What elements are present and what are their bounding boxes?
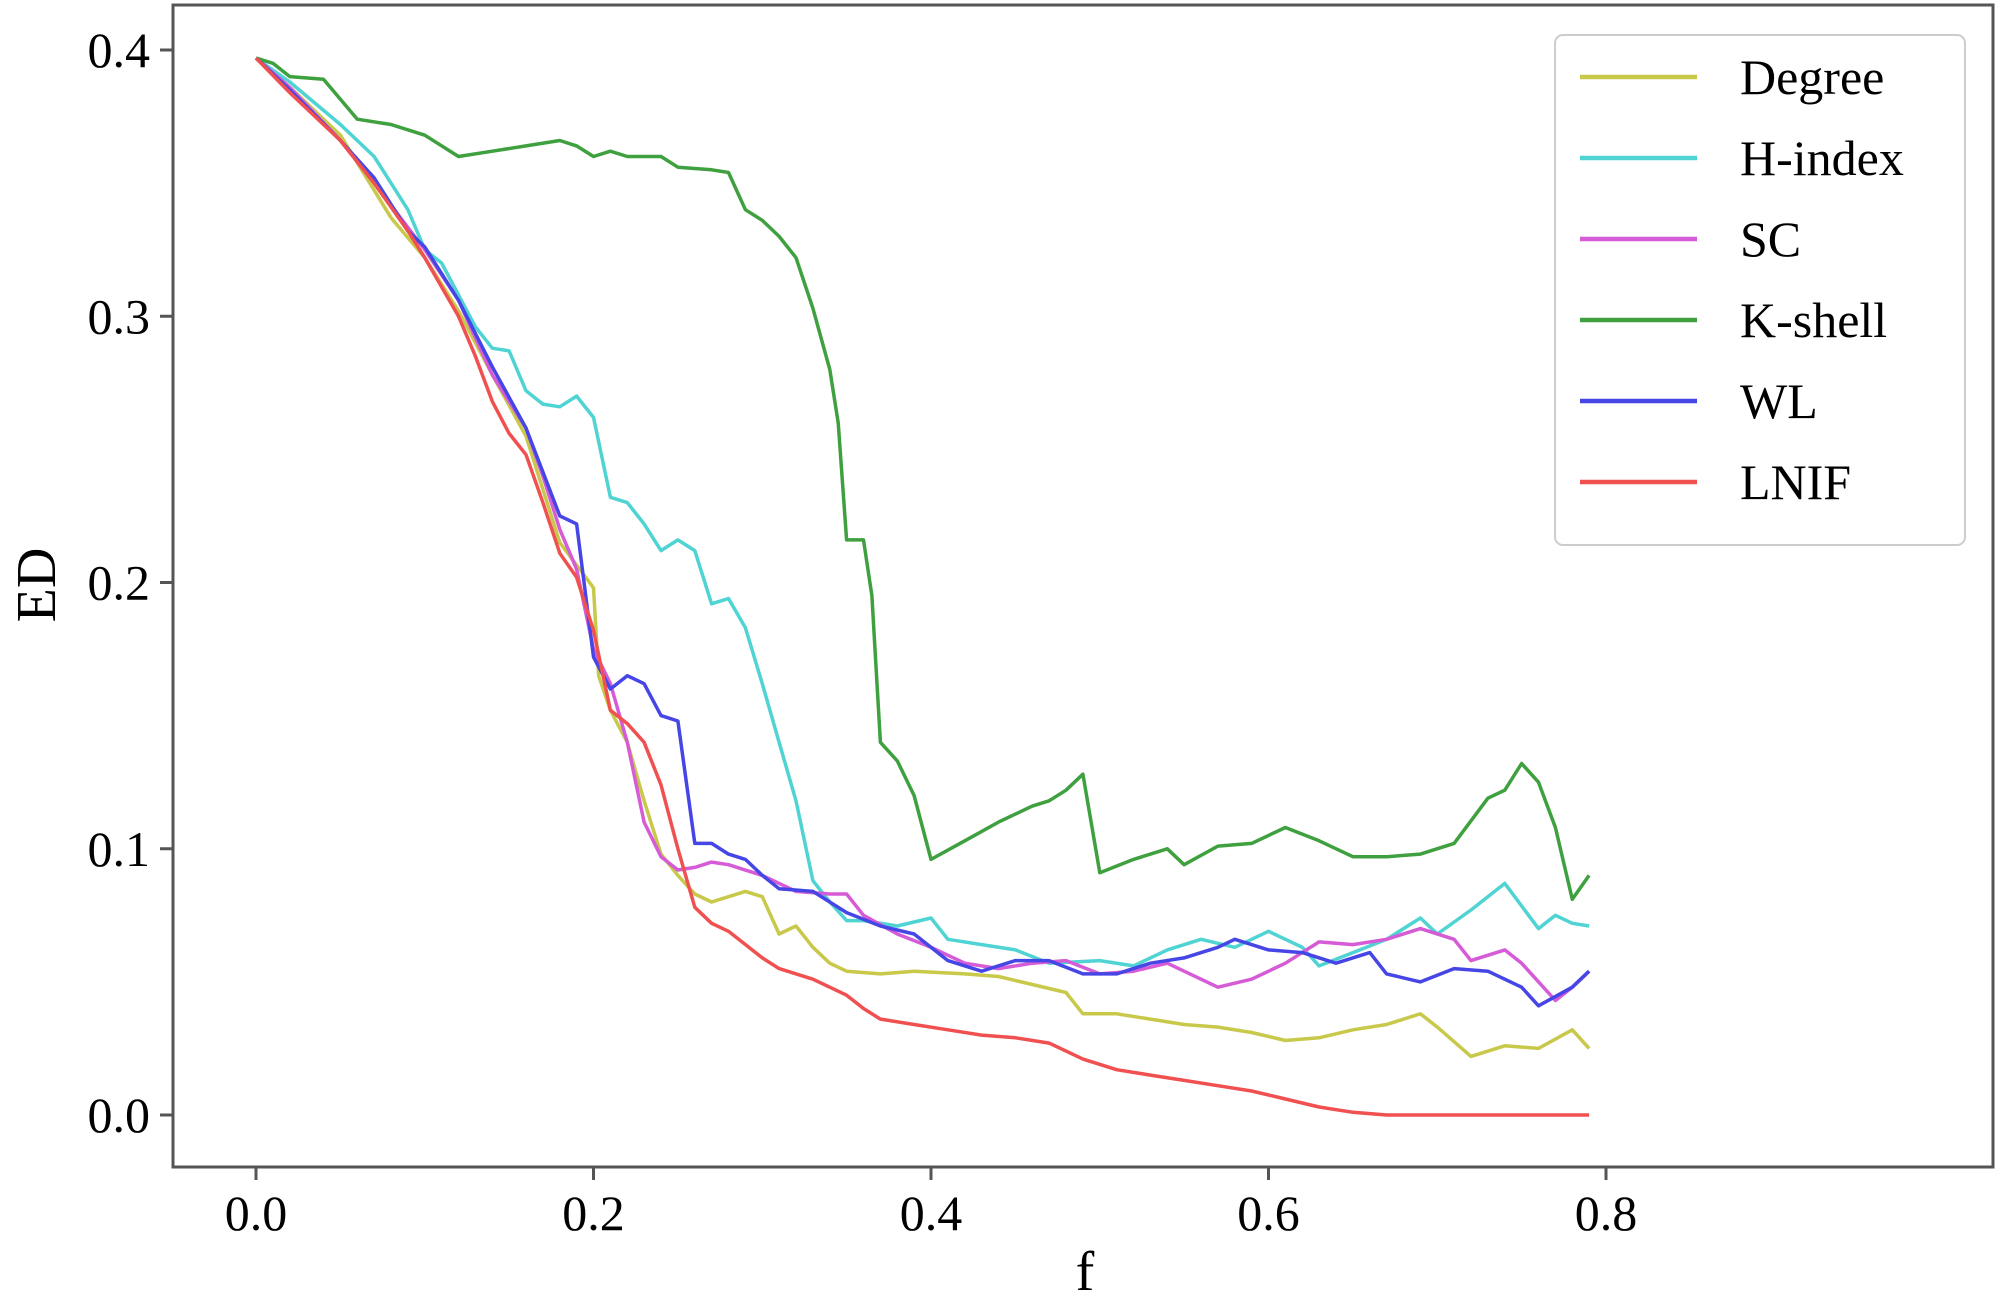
- y-tick-label: 0.1: [88, 821, 151, 877]
- plot-frame: [171, 3, 1995, 1169]
- series-line-k-shell: [255, 56, 1591, 902]
- series-layer: [254, 56, 1591, 1117]
- series-line-sc: [254, 56, 1591, 1003]
- x-axis-ticks: 0.0 0.2 0.4 0.6 0.8: [225, 1167, 1638, 1241]
- y-tick-label: 0.4: [88, 22, 151, 78]
- series-line-wl: [254, 56, 1591, 1008]
- series-line-h-index: [254, 56, 1590, 968]
- y-axis-ticks: 0.0 0.1 0.2 0.3 0.4: [88, 22, 173, 1143]
- legend-box: [1554, 34, 1966, 546]
- series-line-lnif: [254, 56, 1590, 1117]
- legend-label-h-index: H-index: [1740, 130, 1904, 186]
- y-tick-label: 0.2: [88, 555, 151, 611]
- series-line-degree: [254, 56, 1591, 1059]
- y-tick-label: 0.3: [88, 288, 151, 344]
- x-tick-label: 0.0: [225, 1185, 288, 1241]
- x-tick-label: 0.6: [1237, 1185, 1300, 1241]
- legend-label-sc: SC: [1740, 211, 1801, 267]
- y-axis-label: ED: [6, 548, 68, 623]
- legend-label-k-shell: K-shell: [1740, 292, 1887, 348]
- x-tick-label: 0.4: [900, 1185, 963, 1241]
- legend: Degree H-index SC K-shell WL LNIF: [1554, 34, 1966, 546]
- y-tick-label: 0.0: [88, 1087, 151, 1143]
- legend-label-wl: WL: [1740, 373, 1818, 429]
- legend-label-degree: Degree: [1740, 49, 1884, 105]
- x-axis-label: f: [1076, 1241, 1095, 1299]
- x-tick-label: 0.2: [562, 1185, 625, 1241]
- legend-label-lnif: LNIF: [1740, 454, 1851, 510]
- x-tick-label: 0.8: [1575, 1185, 1638, 1241]
